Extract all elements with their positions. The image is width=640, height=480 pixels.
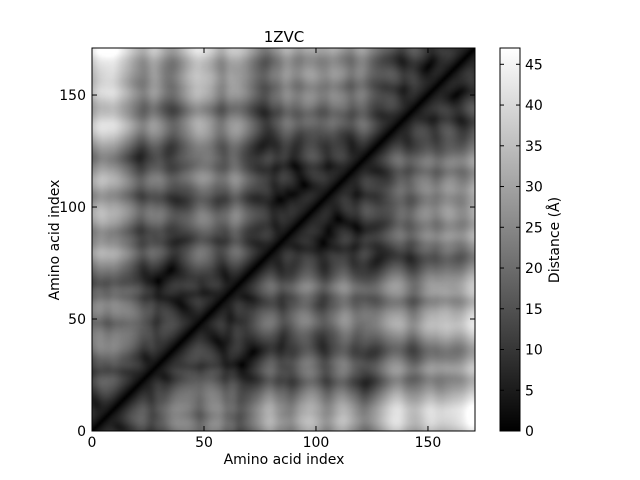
colorbar-tick-label: 0 [525, 424, 534, 440]
colorbar [499, 47, 521, 432]
colorbar-tick-label: 15 [525, 302, 543, 318]
colorbar-label: Distance (Å) [546, 197, 563, 283]
y-tick-label: 0 [77, 424, 86, 440]
x-tick-label: 100 [303, 435, 330, 451]
y-axis-ticks: 0 50 100 150 [59, 88, 475, 440]
y-tick-label: 50 [68, 312, 86, 328]
colorbar-tick-label: 35 [525, 139, 543, 155]
colorbar-tick-label: 30 [525, 180, 543, 196]
colorbar-tick-label: 40 [525, 98, 543, 114]
x-tick-label: 150 [415, 435, 442, 451]
x-tick-label: 50 [195, 435, 213, 451]
colorbar-tick-label: 10 [525, 343, 543, 359]
colorbar-tick-label: 25 [525, 220, 543, 236]
x-axis-ticks: 0 50 100 150 [88, 48, 442, 451]
chart-title: 1ZVC [264, 28, 305, 46]
colorbar-ticks: 0 5 10 15 20 25 30 35 40 45 [500, 57, 543, 440]
x-axis-label: Amino acid index [224, 452, 345, 468]
colorbar-tick-label: 45 [525, 57, 543, 73]
plot-frame [91, 47, 476, 432]
heatmap-image [92, 48, 475, 431]
heatmap-plot-area [92, 48, 475, 431]
y-tick-label: 150 [59, 88, 86, 104]
y-axis-label: Amino acid index [47, 180, 63, 301]
x-tick-label: 0 [88, 435, 97, 451]
y-tick-label: 100 [59, 200, 86, 216]
colorbar-tick-label: 20 [525, 261, 543, 277]
colorbar-tick-label: 5 [525, 383, 534, 399]
